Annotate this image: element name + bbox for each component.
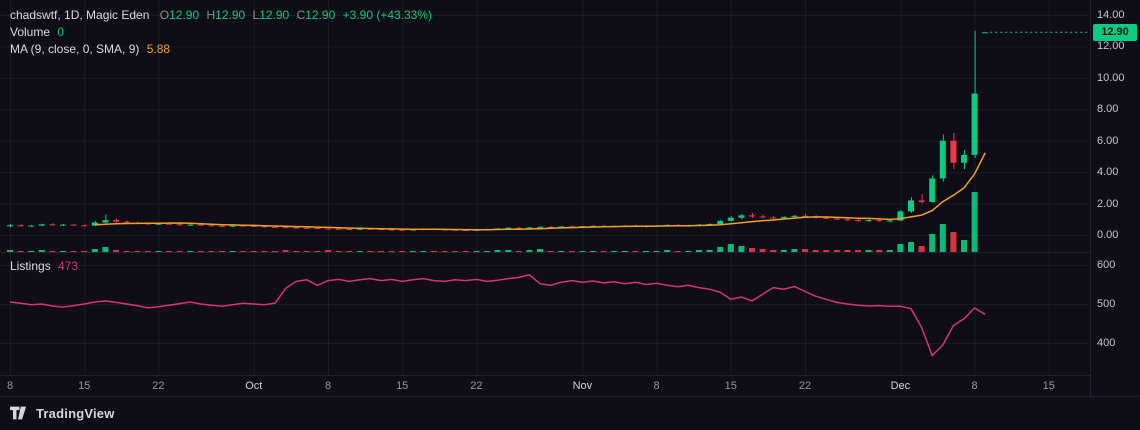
volume-legend-row[interactable]: Volume 0 <box>10 24 432 41</box>
volume-label: Volume <box>10 25 51 39</box>
ma-value: 5.88 <box>146 42 171 56</box>
low-label: L <box>252 8 260 22</box>
pane-separator[interactable] <box>0 252 1090 253</box>
tradingview-logo-icon[interactable] <box>10 405 29 421</box>
open-label: O <box>159 8 170 22</box>
time-axis-label: 22 <box>798 380 812 392</box>
time-axis-label: 8 <box>653 380 660 392</box>
close-label: C <box>296 8 306 22</box>
volume-series <box>7 192 978 252</box>
close-value: 12.90 <box>305 8 336 22</box>
footer-bar: TradingView <box>0 396 1140 430</box>
price-pane[interactable] <box>0 0 1090 253</box>
high-label: H <box>206 8 216 22</box>
listings-grid <box>0 253 1088 375</box>
tradingview-brand[interactable]: TradingView <box>36 405 115 421</box>
time-axis-label: 8 <box>971 380 978 392</box>
listings-line <box>9 273 986 357</box>
footer-separator <box>0 396 1140 397</box>
right-axis-separator <box>1090 0 1091 396</box>
listings-label: Listings <box>10 259 51 273</box>
listings-pane[interactable] <box>0 253 1090 375</box>
price-axis-label: 12.00 <box>1097 40 1125 53</box>
last-price-badge: 12.90 <box>1093 24 1137 41</box>
ma-label: MA (9, close, 0, SMA, 9) <box>10 42 140 56</box>
change-value: +3.90 (+43.33%) <box>342 8 433 22</box>
high-value: 12.90 <box>215 8 246 22</box>
listings-axis-label: 400 <box>1097 337 1116 349</box>
time-axis-label: Oct <box>245 380 263 392</box>
time-axis-label: Dec <box>890 380 911 392</box>
price-axis-label: 2.00 <box>1097 197 1119 210</box>
ma-legend-row[interactable]: MA (9, close, 0, SMA, 9) 5.88 <box>10 41 432 58</box>
price-axis-label: 8.00 <box>1097 103 1119 116</box>
time-axis-label: 22 <box>470 380 483 392</box>
time-axis-label: 15 <box>396 380 409 392</box>
symbol-title: chadswtf, 1D, Magic Eden <box>10 8 150 22</box>
price-axis-label: 0.00 <box>1097 229 1119 241</box>
price-axis[interactable]: 12.90 14.00 12.00 10.00 8.00 6.00 4.00 2.00 0.0… <box>1091 0 1140 396</box>
symbol-legend-row[interactable]: chadswtf, 1D, Magic Eden O12.90 H12.90 L… <box>10 7 432 24</box>
time-axis-label: Nov <box>572 380 593 392</box>
open-value: 12.90 <box>169 8 200 22</box>
time-axis-label: 8 <box>6 380 14 392</box>
time-axis-label: 8 <box>324 380 332 392</box>
time-axis-label: 15 <box>1042 380 1055 392</box>
listings-axis-label: 600 <box>1097 259 1116 271</box>
time-axis-label: 15 <box>78 380 91 392</box>
listings-value: 473 <box>58 259 79 273</box>
axis-separator <box>0 375 1090 376</box>
price-axis-label: 14.00 <box>1097 9 1125 21</box>
price-axis-label: 6.00 <box>1097 134 1119 147</box>
time-axis[interactable]: 8 15 22 Oct 8 15 22 Nov 8 15 22 Dec 8 15 <box>0 376 1090 396</box>
price-axis-label: 10.00 <box>1097 71 1125 84</box>
candlestick-series <box>7 30 989 232</box>
listings-legend-row[interactable]: Listings 473 <box>10 259 78 273</box>
volume-value: 0 <box>57 25 65 39</box>
time-axis-label: 15 <box>724 380 737 392</box>
chart-legend: chadswtf, 1D, Magic Eden O12.90 H12.90 L… <box>10 7 432 58</box>
time-axis-label: 22 <box>152 380 165 392</box>
ma-line <box>94 152 986 231</box>
low-value: 12.90 <box>259 8 290 22</box>
listings-axis-label: 500 <box>1097 298 1116 310</box>
price-grid <box>0 0 1088 253</box>
price-axis-label: 4.00 <box>1097 166 1119 179</box>
